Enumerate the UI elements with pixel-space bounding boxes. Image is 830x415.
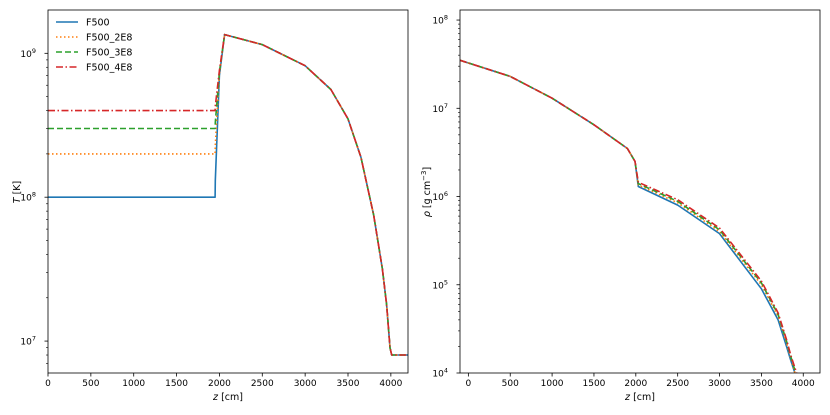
temperature-axes-frame [47,9,409,374]
temperature-y-axis-label: T [K] [12,181,23,204]
density-panel: 0 500 1000 1500 2000 2500 3000 3500 4000 104 105 10… [420,9,821,403]
temperature-x-axis-label: z [cm] [212,392,243,403]
temperature-panel: 0 500 1000 1500 2000 2500 3000 3500 4000 107 108 10… [12,9,409,403]
density-series-f500 [460,59,796,373]
density-y-tick-label: 105 [432,278,448,291]
density-series-f500-2e8 [460,59,796,373]
temperature-x-tick-label: 2000 [208,379,231,389]
temperature-x-tick-label: 0 [45,379,51,389]
temperature-y-tick-label: 109 [20,47,36,60]
temperature-x-tick-label: 1500 [165,379,188,389]
density-series-f500-3e8 [460,59,797,373]
legend-label-f500-4e8: F500_4E8 [86,63,132,74]
density-x-tick-label: 3500 [750,379,773,389]
density-x-tick-label: 3000 [708,379,731,389]
temperature-plot-area [48,33,408,356]
density-plot-area [460,59,798,373]
legend: F500 F500_2E8 F500_3E8 F500_4E8 [56,18,132,74]
density-y-tick-label: 104 [432,367,448,380]
temperature-series-f500-3e8 [48,33,408,356]
temperature-x-tick-label: 3500 [337,379,360,389]
temperature-series-f500-2e8 [48,33,408,356]
density-x-tick-label: 1000 [541,379,564,389]
temperature-series-f500-4e8 [48,33,408,356]
legend-label-f500-3e8: F500_3E8 [86,48,132,59]
legend-label-f500-2e8: F500_2E8 [86,33,132,44]
temperature-x-tick-label: 4000 [379,379,402,389]
temperature-axes: 0 500 1000 1500 2000 2500 3000 3500 4000 107 108 10… [20,9,409,389]
density-x-tick-label: 1500 [583,379,606,389]
temperature-x-tick-label: 3000 [294,379,317,389]
density-y-tick-label: 107 [432,102,448,115]
temperature-series-f500 [48,33,408,356]
legend-label-f500: F500 [86,18,110,29]
density-x-tick-label: 0 [466,379,472,389]
temperature-y-tick-label: 108 [20,191,36,204]
temperature-y-tick-label: 107 [20,335,36,348]
density-x-tick-label: 2500 [666,379,689,389]
density-y-tick-label: 108 [432,14,448,27]
temperature-x-tick-label: 1000 [122,379,145,389]
density-x-tick-label: 2000 [624,379,647,389]
density-y-axis-label: ρ [g cm−3] [420,167,433,217]
density-x-tick-label: 4000 [792,379,815,389]
density-x-tick-label: 500 [502,379,519,389]
density-axes-frame [459,9,821,374]
density-x-axis-label: z [cm] [624,392,655,403]
density-series-f500-4e8 [460,59,798,373]
density-axes: 0 500 1000 1500 2000 2500 3000 3500 4000 104 105 10… [432,9,821,389]
density-y-tick-label: 106 [432,190,448,203]
temperature-x-tick-label: 2500 [251,379,274,389]
temperature-x-tick-label: 500 [82,379,99,389]
